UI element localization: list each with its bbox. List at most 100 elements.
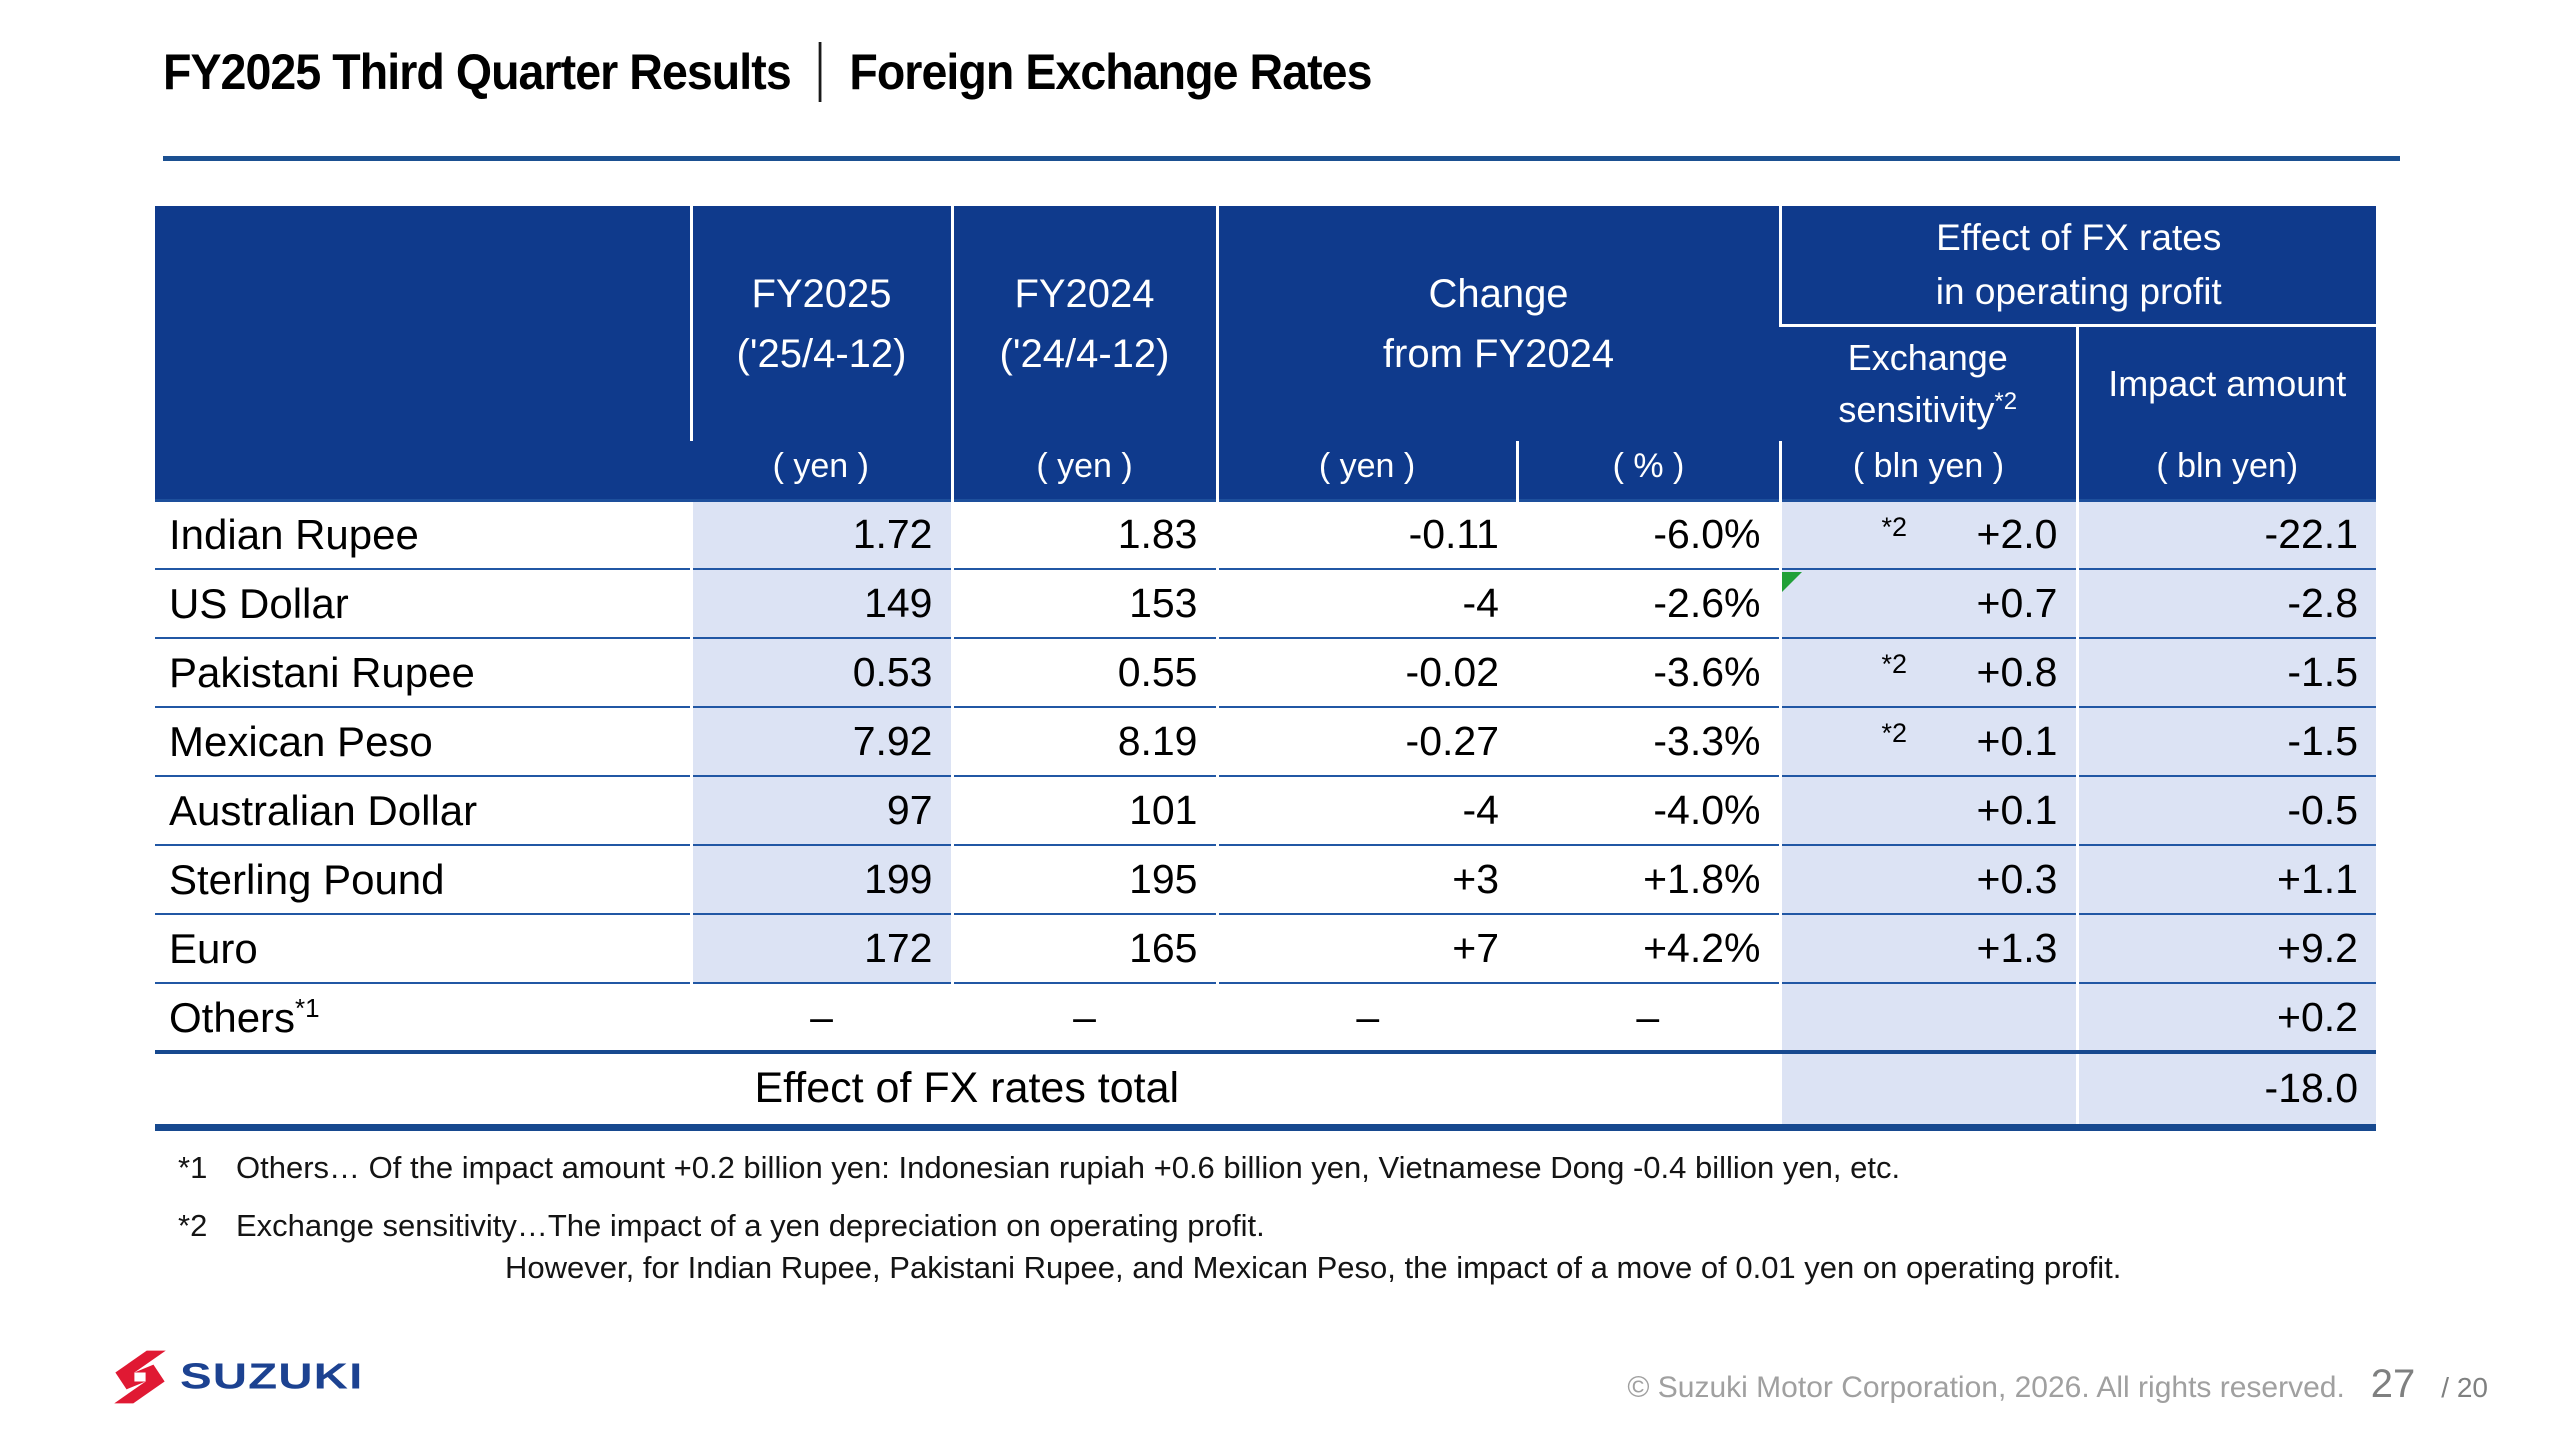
currency-label: Australian Dollar <box>155 775 691 845</box>
header-corner-cell <box>155 206 691 500</box>
suzuki-logo: SUZUKI <box>112 1348 362 1406</box>
fy2024-value: 0.55 <box>950 637 1217 707</box>
footnote-2-text: Exchange sensitivity…The impact of a yen… <box>236 1208 1265 1243</box>
total-sensitivity-cell <box>1778 1050 2077 1131</box>
change-pct-value: +4.2% <box>1517 913 1780 983</box>
footnotes: *1 Others… Of the impact amount +0.2 bil… <box>178 1150 2121 1286</box>
currency-label: Indian Rupee <box>155 498 691 569</box>
impact-value: +9.2 <box>2075 913 2376 983</box>
fy2024-value: 153 <box>950 568 1217 638</box>
fy2025-value: 0.53 <box>689 637 952 707</box>
unit-change-pct: ( % ) <box>1515 441 1780 500</box>
sensitivity-value <box>1778 982 2077 1052</box>
total-row: Effect of FX rates total -18.0 <box>155 1050 2376 1131</box>
currency-label: Pakistani Rupee <box>155 637 691 707</box>
currency-label: Euro <box>155 913 691 983</box>
sensitivity-value: +0.3 <box>1778 844 2077 914</box>
table-row: Australian Dollar 97 101 -4 -4.0% +0.1 -… <box>155 775 2376 845</box>
footnote-2-label: *2 <box>178 1208 208 1243</box>
fy2025-value: 199 <box>689 844 952 914</box>
header-exchange-sensitivity: Exchange sensitivity*2 <box>1780 325 2077 441</box>
header-effect: Effect of FX rates in operating profit <box>1778 206 2376 327</box>
unit-impact: ( bln yen) <box>2075 441 2376 500</box>
fy2025-value: 97 <box>689 775 952 845</box>
header-fy2025: FY2025 ('25/4-12) <box>689 206 952 441</box>
page-number: 27 <box>2370 1362 2416 1406</box>
unit-sensitivity: ( bln yen ) <box>1778 441 2077 500</box>
change-pct-value: -3.6% <box>1517 637 1780 707</box>
sensitivity-footnote-mark: *2 <box>1881 511 1908 542</box>
sensitivity-value: *2 +2.0 <box>1778 498 2077 569</box>
impact-value: -2.8 <box>2075 568 2376 638</box>
change-yen-value: +3 <box>1215 844 1517 914</box>
total-label: Effect of FX rates total <box>155 1050 1780 1131</box>
impact-value: -22.1 <box>2075 498 2376 569</box>
header-fy2024: FY2024 ('24/4-12) <box>950 206 1217 441</box>
change-yen-value: -4 <box>1215 568 1517 638</box>
change-yen-value: -0.02 <box>1215 637 1517 707</box>
table-header: FY2025 ('25/4-12) FY2024 ('24/4-12) Chan… <box>155 206 2376 500</box>
table-row: Others*1 – – – – +0.2 <box>155 982 2376 1052</box>
change-pct-value: – <box>1517 982 1780 1052</box>
fy2025-value: 172 <box>689 913 952 983</box>
suzuki-s-icon <box>114 1350 166 1404</box>
slide-title: FY2025 Third Quarter Results Foreign Exc… <box>163 42 1372 102</box>
impact-value: +0.2 <box>2075 982 2376 1052</box>
sensitivity-footnote-mark: *2 <box>1881 649 1908 679</box>
title-left: FY2025 Third Quarter Results <box>163 44 792 100</box>
currency-label: US Dollar <box>155 568 691 638</box>
title-right: Foreign Exchange Rates <box>849 44 1372 100</box>
header-impact-amount: Impact amount <box>2075 325 2376 441</box>
suzuki-wordmark: SUZUKI <box>180 1356 364 1397</box>
currency-label: Others*1 <box>155 982 691 1052</box>
table-row: Sterling Pound 199 195 +3 +1.8% +0.3 +1.… <box>155 844 2376 914</box>
currency-label: Sterling Pound <box>155 844 691 914</box>
unit-fy2025: ( yen ) <box>691 441 952 500</box>
table-row: Pakistani Rupee 0.53 0.55 -0.02 -3.6% *2… <box>155 637 2376 707</box>
footnote-2-continued: However, for Indian Rupee, Pakistani Rup… <box>505 1250 2121 1286</box>
fy2025-value: 7.92 <box>689 706 952 776</box>
change-pct-value: -2.6% <box>1517 568 1780 638</box>
page-total: / 20 <box>2441 1372 2488 1403</box>
change-yen-value: – <box>1215 982 1517 1052</box>
impact-value: +1.1 <box>2075 844 2376 914</box>
sensitivity-value: *2 +0.1 <box>1778 706 2077 776</box>
change-pct-value: -6.0% <box>1517 498 1780 569</box>
change-yen-value: -0.27 <box>1215 706 1517 776</box>
impact-value: -1.5 <box>2075 637 2376 707</box>
footer-right: © Suzuki Motor Corporation, 2026. All ri… <box>1627 1362 2488 1407</box>
impact-value: -1.5 <box>2075 706 2376 776</box>
change-pct-value: -4.0% <box>1517 775 1780 845</box>
change-yen-value: +7 <box>1215 913 1517 983</box>
sensitivity-footnote-mark: *2 <box>1881 718 1908 748</box>
fy2024-value: 195 <box>950 844 1217 914</box>
change-yen-value: -4 <box>1215 775 1517 845</box>
sensitivity-value: +0.7 <box>1778 568 2077 638</box>
footnote-1-label: *1 <box>178 1150 208 1185</box>
sensitivity-value: *2 +0.8 <box>1778 637 2077 707</box>
fy2024-value: 8.19 <box>950 706 1217 776</box>
footnote-1-text: Others… Of the impact amount +0.2 billio… <box>236 1150 1901 1185</box>
sensitivity-value: +0.1 <box>1778 775 2077 845</box>
copyright-text: © Suzuki Motor Corporation, 2026. All ri… <box>1627 1371 2345 1404</box>
currency-label: Mexican Peso <box>155 706 691 776</box>
sensitivity-value: +1.3 <box>1778 913 2077 983</box>
change-pct-value: -3.3% <box>1517 706 1780 776</box>
table-body: Indian Rupee 1.72 1.83 -0.11 -6.0% *2 +2… <box>155 498 2376 1131</box>
header-change: Change from FY2024 <box>1215 206 1780 441</box>
table-row: Euro 172 165 +7 +4.2% +1.3 +9.2 <box>155 913 2376 983</box>
fy2024-value: 165 <box>950 913 1217 983</box>
fy2024-value: – <box>950 982 1217 1052</box>
unit-fy2024: ( yen ) <box>950 441 1217 500</box>
total-impact-value: -18.0 <box>2075 1050 2376 1131</box>
table-row: Indian Rupee 1.72 1.83 -0.11 -6.0% *2 +2… <box>155 498 2376 569</box>
footnote-1: *1 Others… Of the impact amount +0.2 bil… <box>178 1150 2121 1186</box>
table-row: Mexican Peso 7.92 8.19 -0.27 -3.3% *2 +0… <box>155 706 2376 776</box>
fy2024-value: 1.83 <box>950 498 1217 569</box>
fy2025-value: – <box>689 982 952 1052</box>
footnote-2-text-line2: However, for Indian Rupee, Pakistani Rup… <box>505 1250 2122 1285</box>
title-divider <box>818 42 822 102</box>
title-rule <box>163 156 2400 161</box>
change-pct-value: +1.8% <box>1517 844 1780 914</box>
impact-value: -0.5 <box>2075 775 2376 845</box>
